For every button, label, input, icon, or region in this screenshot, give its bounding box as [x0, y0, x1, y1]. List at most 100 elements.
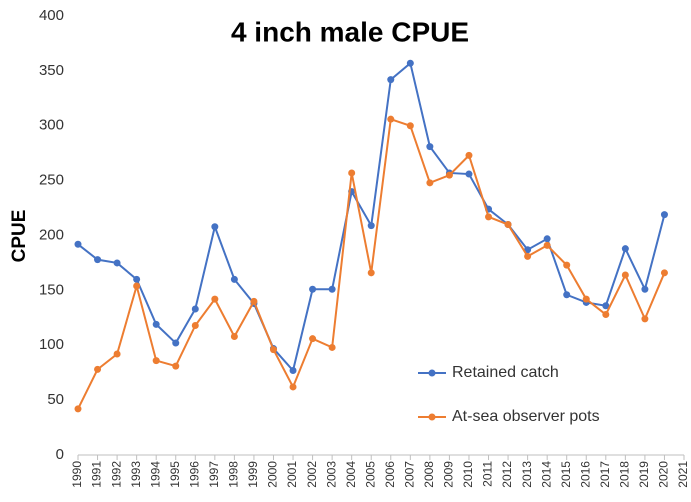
data-point [445, 171, 453, 179]
x-tick-label: 2004 [344, 461, 358, 488]
x-tick-label: 1995 [168, 461, 182, 488]
data-point [485, 213, 493, 221]
x-tick-label: 2005 [363, 461, 377, 488]
x-tick-label: 2007 [402, 461, 416, 488]
data-point [172, 339, 180, 347]
legend-marker [428, 413, 436, 421]
data-point [289, 366, 297, 374]
data-point [74, 405, 82, 413]
x-tick-label: 2015 [559, 461, 573, 488]
y-tick-label: 0 [56, 446, 64, 463]
data-point [133, 275, 141, 283]
data-point [387, 76, 395, 84]
x-tick-label: 1999 [246, 461, 260, 488]
data-point [328, 285, 336, 293]
x-tick-label: 2001 [285, 461, 299, 488]
y-tick-label: 250 [39, 172, 64, 189]
data-point [465, 170, 473, 178]
x-tick-label: 2002 [305, 461, 319, 488]
data-point [230, 332, 238, 340]
data-point [113, 350, 121, 358]
data-point [133, 282, 141, 290]
legend-label: Retained catch [452, 364, 559, 381]
x-tick-label: 1990 [70, 461, 84, 488]
x-tick-label: 2012 [500, 461, 514, 488]
y-tick-label: 100 [39, 336, 64, 353]
x-tick-label: 2013 [520, 461, 534, 488]
data-point [563, 291, 571, 299]
data-point [406, 122, 414, 130]
x-tick-label: 2020 [657, 461, 671, 488]
data-point [465, 151, 473, 159]
x-tick-label: 1998 [227, 461, 241, 488]
x-tick-label: 2003 [324, 461, 338, 488]
data-point [328, 343, 336, 351]
data-point [230, 275, 238, 283]
x-tick-label: 1993 [129, 461, 143, 488]
data-point [172, 362, 180, 370]
data-point [348, 169, 356, 177]
y-tick-label: 400 [39, 7, 64, 24]
x-tick-label: 2010 [461, 461, 475, 488]
data-point [524, 252, 532, 260]
data-point [504, 221, 512, 229]
data-point [191, 305, 199, 313]
data-point [211, 295, 219, 303]
x-tick-label: 2006 [383, 461, 397, 488]
data-point [94, 256, 102, 264]
data-point [524, 246, 532, 254]
legend-marker [428, 369, 436, 377]
data-point [621, 271, 629, 279]
data-point [543, 235, 551, 243]
y-tick-label: 200 [39, 226, 64, 243]
data-point [367, 269, 375, 277]
data-point [211, 223, 219, 231]
data-point [113, 259, 121, 267]
data-point [621, 245, 629, 253]
x-tick-label: 2000 [266, 461, 280, 488]
data-point [426, 179, 434, 187]
x-tick-label: 2019 [637, 461, 651, 488]
y-axis-label: CPUE [9, 210, 30, 263]
data-point [152, 357, 160, 365]
x-tick-label: 1991 [90, 461, 104, 488]
x-tick-label: 2009 [442, 461, 456, 488]
data-point [387, 115, 395, 123]
data-point [152, 320, 160, 328]
y-tick-label: 300 [39, 117, 64, 134]
data-point [367, 222, 375, 230]
x-tick-label: 1997 [207, 461, 221, 488]
data-point [289, 383, 297, 391]
y-tick-label: 350 [39, 62, 64, 79]
x-tick-label: 2008 [422, 461, 436, 488]
data-point [582, 295, 590, 303]
x-tick-label: 2014 [539, 461, 553, 488]
data-point [660, 269, 668, 277]
data-point [543, 241, 551, 249]
data-point [602, 311, 610, 319]
chart-title: 4 inch male CPUE [231, 16, 469, 47]
x-tick-label: 2016 [578, 461, 592, 488]
data-point [309, 335, 317, 343]
data-point [191, 321, 199, 329]
data-point [602, 302, 610, 310]
data-point [74, 240, 82, 248]
x-tick-label: 1994 [148, 461, 162, 488]
data-point [309, 285, 317, 293]
x-tick-label: 2018 [618, 461, 632, 488]
y-tick-label: 50 [47, 391, 64, 408]
data-point [426, 143, 434, 151]
data-point [641, 315, 649, 323]
series-line [77, 61, 666, 373]
data-point [250, 297, 258, 305]
x-tick-label: 2017 [598, 461, 612, 488]
y-tick-label: 150 [39, 281, 64, 298]
x-tick-label: 2021 [676, 461, 690, 488]
data-point [406, 59, 414, 67]
data-point [269, 346, 277, 354]
data-point [641, 285, 649, 293]
data-point [94, 365, 102, 373]
legend-label: At-sea observer pots [452, 408, 600, 425]
x-tick-label: 1992 [109, 461, 123, 488]
